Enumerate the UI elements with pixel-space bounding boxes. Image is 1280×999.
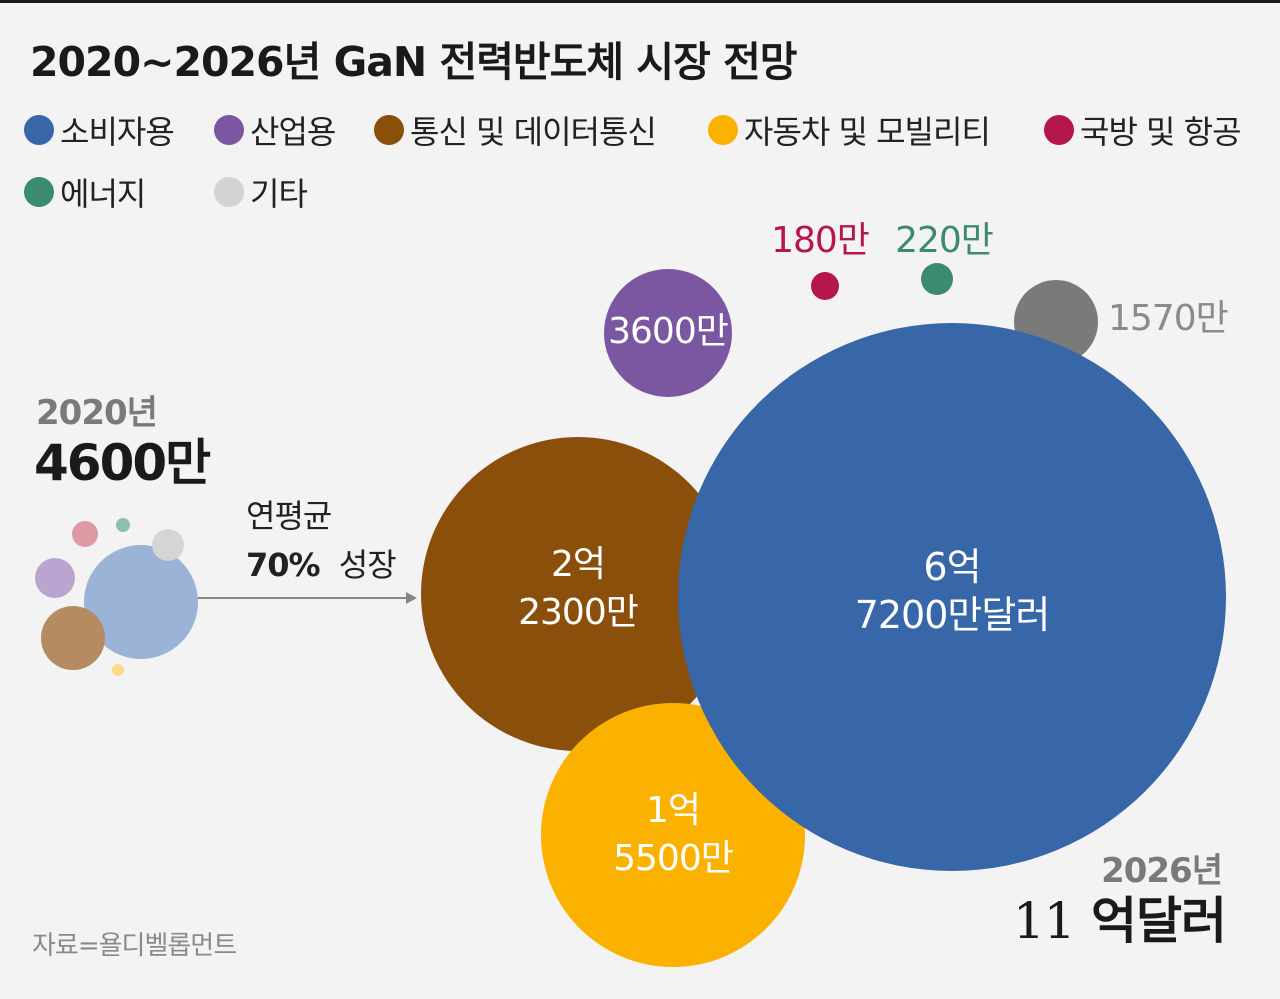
legend-swatch-energy xyxy=(24,177,54,207)
bubble-label-2026-3: 3600만 xyxy=(608,311,728,352)
bubble-2020-6 xyxy=(152,529,184,561)
bubble-2020-1 xyxy=(35,558,75,598)
bubble-2020-5 xyxy=(116,518,130,532)
growth-line1: 연평균 xyxy=(246,497,331,535)
legend-item-energy: 에너지 xyxy=(24,170,146,214)
legend-label-telecom: 통신 및 데이터통신 xyxy=(410,113,657,151)
legend-label-energy: 에너지 xyxy=(60,175,146,213)
total-2026-number: 11 xyxy=(1013,892,1075,950)
bubble-label-line: 7200만달러 xyxy=(855,593,1050,637)
bubble-label-line: 1570만 xyxy=(1108,298,1228,339)
legend-label-industrial: 산업용 xyxy=(250,113,336,151)
bubble-2026-0 xyxy=(678,323,1226,871)
legend-item-automotive: 자동차 및 모빌리티 xyxy=(708,108,991,152)
bubble-2026-5 xyxy=(921,263,953,295)
bubble-labels-2026: 1570만 3600만 180만 220만 2억 2300만 1억 5500만 6억 7200만달… xyxy=(518,220,1229,879)
legend-swatch-other xyxy=(214,177,244,207)
bubble-2020-0 xyxy=(84,545,198,659)
legend-item-consumer: 소비자용 xyxy=(24,108,175,152)
bubble-2020-4 xyxy=(72,521,98,547)
legend-swatch-consumer xyxy=(24,115,54,145)
bubble-label-line: 220만 xyxy=(895,220,993,261)
bubble-label-2026-0: 6억 7200만달러 xyxy=(855,545,1050,637)
year-2020-label: 2020년 xyxy=(36,393,157,433)
bubble-label-line: 2억 xyxy=(551,544,605,585)
growth-line2: 성장 xyxy=(339,546,396,584)
bubble-label-2026-6: 180만 xyxy=(771,220,869,261)
bubble-label-line: 2300만 xyxy=(518,592,638,633)
legend-item-defense: 국방 및 항공 xyxy=(1044,108,1242,152)
bubble-label-line: 5500만 xyxy=(613,838,733,879)
bubble-label-2026-2: 1억 5500만 xyxy=(613,790,733,879)
legend-swatch-defense xyxy=(1044,115,1074,145)
legend-label-defense: 국방 및 항공 xyxy=(1080,113,1242,151)
top-rule xyxy=(0,0,1280,3)
bubble-2026-6 xyxy=(811,272,839,300)
legend-swatch-automotive xyxy=(708,115,738,145)
bubbles-2026 xyxy=(421,263,1226,967)
year-2026-label: 2026년 xyxy=(1101,851,1222,891)
legend-swatch-industrial xyxy=(214,115,244,145)
chart-title: 2020~2026년 GaN 전력반도체 시장 전망 xyxy=(30,38,798,86)
bubble-label-line: 3600만 xyxy=(608,311,728,352)
legend-label-consumer: 소비자용 xyxy=(60,113,175,151)
growth-rate-value: 70% xyxy=(246,546,321,584)
legend-label-other: 기타 xyxy=(250,175,308,213)
source-note: 자료=욜디벨롭먼트 xyxy=(32,931,237,961)
bubble-label-2026-1: 2억 2300만 xyxy=(518,544,638,633)
total-2026-unit: 억달러 xyxy=(1091,892,1226,950)
bubble-label-2026-4: 1570만 xyxy=(1108,298,1228,339)
bubble-2026-1 xyxy=(421,437,735,751)
legend-item-telecom: 통신 및 데이터통신 xyxy=(374,108,657,152)
bubble-2026-3 xyxy=(604,269,732,397)
growth-arrow-head xyxy=(406,592,417,604)
bubble-label-line: 6억 xyxy=(923,545,980,589)
total-2026-value: 11 억달러 xyxy=(1013,892,1226,950)
legend-swatch-telecom xyxy=(374,115,404,145)
bubble-label-2026-5: 220만 xyxy=(895,220,993,261)
legend-item-industrial: 산업용 xyxy=(214,108,336,152)
total-2020-value: 4600만 xyxy=(34,434,211,492)
bubble-2020-3 xyxy=(112,664,124,676)
legend-item-other: 기타 xyxy=(214,170,308,214)
bubble-label-line: 180만 xyxy=(771,220,869,261)
bubble-2020-2 xyxy=(41,606,105,670)
bubbles-2020 xyxy=(35,518,198,676)
bubble-label-line: 1억 xyxy=(646,790,700,831)
growth-rate: 70% 성장 xyxy=(246,546,396,584)
legend-label-automotive: 자동차 및 모빌리티 xyxy=(744,113,991,151)
